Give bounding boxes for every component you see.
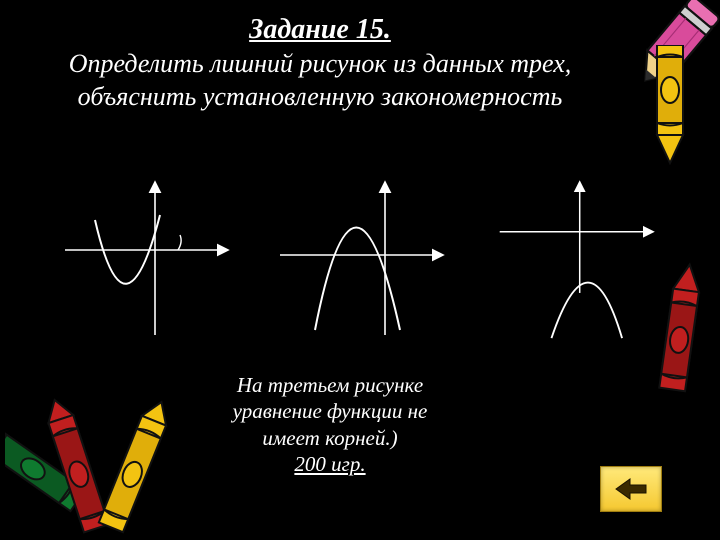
answer-block: На третьем рисунке уравнение функции не … <box>180 372 480 477</box>
chart-2 <box>275 180 445 340</box>
nav-back-button[interactable] <box>600 466 662 512</box>
chart-3 <box>490 180 660 340</box>
charts-row <box>60 180 660 340</box>
arrow-left-icon <box>614 477 648 501</box>
score-link[interactable]: 200 игр. <box>294 452 365 476</box>
answer-line-3: имеет корней.) <box>262 426 397 450</box>
answer-line-1: На третьем рисунке <box>237 373 423 397</box>
slide: Задание 15. Определить лишний рисунок из… <box>0 0 720 540</box>
crayon-group-icon <box>5 398 175 540</box>
title-block: Задание 15. Определить лишний рисунок из… <box>40 14 600 113</box>
task-prompt: Определить лишний рисунок из данных трех… <box>40 48 600 113</box>
crayon-yellow-icon <box>640 45 700 175</box>
answer-line-2: уравнение функции не <box>233 399 428 423</box>
crayon-red-icon <box>653 260 708 400</box>
chart-1 <box>60 180 230 340</box>
task-number: Задание 15. <box>249 14 391 46</box>
